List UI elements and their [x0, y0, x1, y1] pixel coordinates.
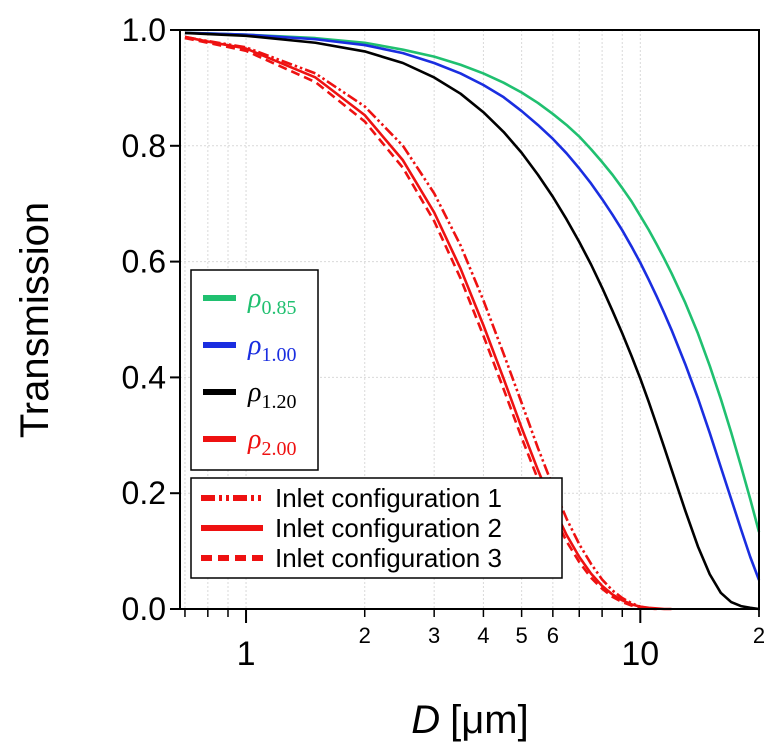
x-minor-tick-label: 2	[359, 623, 371, 648]
legend-density-label: ρ1.20	[247, 377, 296, 413]
axis-ticks	[170, 29, 760, 623]
series-line	[184, 36, 657, 611]
series-line	[184, 35, 657, 611]
legend-density-subscript: 2.00	[261, 438, 296, 460]
legend-density-symbol: ρ	[247, 424, 261, 455]
x-minor-tick-label: 4	[477, 623, 489, 648]
x-minor-tick-label: 5	[515, 623, 527, 648]
y-tick-label: 0.0	[122, 591, 166, 627]
x-major-tick-label: 1	[237, 635, 256, 673]
legend-density-label: ρ2.00	[247, 424, 296, 460]
y-tick-label: 0.8	[122, 128, 166, 164]
x-major-tick-label: 10	[621, 635, 659, 673]
legend-density-subscript: 0.85	[261, 297, 296, 319]
x-axis-symbol: D	[411, 698, 440, 742]
legend-inlet-label: Inlet configuration 3	[275, 543, 502, 573]
series-line	[184, 31, 761, 581]
tick-labels: 0.0 0.2 0.4 0.6 0.8 1.0 1 10 2 3 4 5 6 2	[122, 12, 766, 673]
y-axis-label: Transmission	[13, 202, 57, 438]
x-axis-label: D [μm]	[411, 698, 528, 742]
series-line	[184, 31, 761, 533]
legend-density-symbol: ρ	[247, 330, 261, 361]
x-minor-tick-label: 6	[547, 623, 559, 648]
legend-density-label: ρ0.85	[247, 283, 296, 319]
legend-density-label: ρ1.00	[247, 330, 296, 366]
y-tick-label: 0.4	[122, 359, 166, 395]
x-minor-tick-label: 3	[428, 623, 440, 648]
series-line	[184, 31, 760, 611]
y-tick-label: 1.0	[122, 12, 166, 48]
legend-density-symbol: ρ	[247, 377, 261, 408]
legend-density-symbol: ρ	[247, 283, 261, 314]
series-lines	[184, 31, 761, 611]
legend-inlet-label: Inlet configuration 1	[275, 483, 502, 513]
y-tick-label: 0.2	[122, 475, 166, 511]
x-minor-tick-label: 2	[753, 623, 765, 648]
x-axis-unit: [μm]	[450, 698, 529, 742]
plot-frame	[179, 29, 760, 610]
y-tick-label: 0.6	[122, 244, 166, 280]
legend-inlet-label: Inlet configuration 2	[275, 513, 502, 543]
legend-density-subscript: 1.00	[261, 344, 296, 366]
legend-density-subscript: 1.20	[261, 391, 296, 413]
